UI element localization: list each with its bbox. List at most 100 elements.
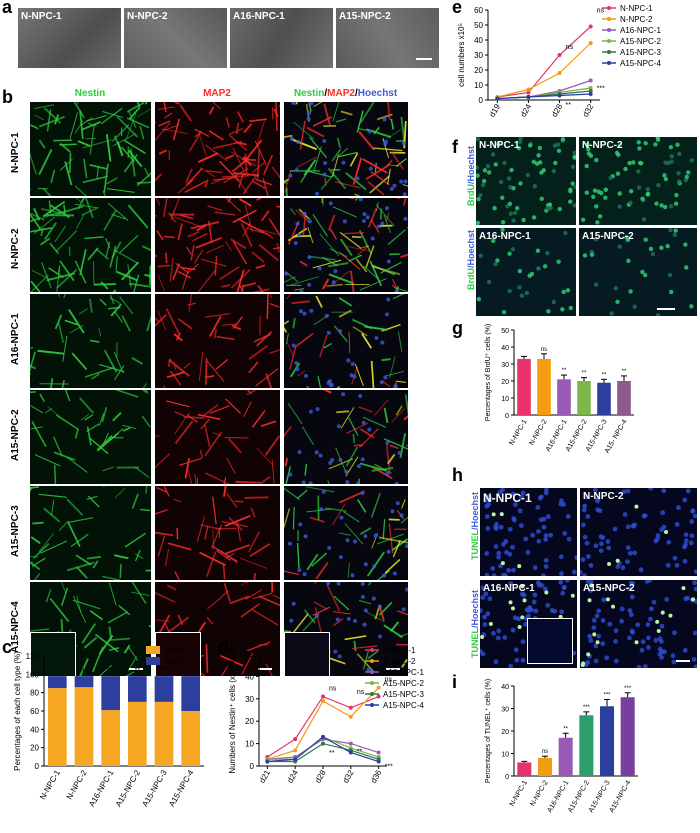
data-point bbox=[293, 757, 298, 762]
neurite bbox=[230, 238, 247, 250]
neurite bbox=[38, 148, 53, 176]
cell-texture bbox=[580, 488, 697, 576]
neurite bbox=[312, 259, 342, 269]
neurite bbox=[164, 252, 168, 264]
neurite bbox=[359, 462, 387, 472]
neurite bbox=[349, 152, 359, 167]
stacked-bar-segment bbox=[181, 676, 200, 711]
nucleus bbox=[293, 240, 298, 245]
legend-marker bbox=[607, 50, 611, 54]
significance-label: *** bbox=[107, 667, 115, 674]
nucleus-dot bbox=[661, 488, 667, 494]
neurite bbox=[284, 134, 293, 138]
neurite bbox=[114, 249, 139, 264]
nucleus-dot bbox=[629, 628, 635, 634]
cell-dot bbox=[628, 200, 633, 205]
neurite bbox=[348, 198, 354, 200]
data-point bbox=[588, 92, 593, 96]
neurite bbox=[49, 242, 60, 255]
nucleus-dot bbox=[588, 580, 594, 585]
nucleus-dot bbox=[493, 526, 499, 531]
neurite bbox=[45, 589, 52, 603]
cell-dot bbox=[637, 146, 642, 151]
neurite bbox=[232, 172, 260, 177]
nucleus bbox=[361, 420, 366, 425]
brdu-image-a16-npc-1: A16-NPC-1 bbox=[476, 228, 576, 316]
cell-dot bbox=[492, 205, 497, 211]
fluorescence-texture bbox=[155, 390, 280, 484]
nucleus bbox=[371, 596, 376, 601]
neurite bbox=[258, 243, 279, 262]
image-label: N-NPC-2 bbox=[582, 140, 623, 151]
neurite bbox=[331, 148, 342, 162]
cell-dot bbox=[636, 169, 641, 174]
nucleus-dot bbox=[523, 536, 529, 542]
cell-dot bbox=[498, 179, 504, 185]
nucleus-dot bbox=[693, 569, 697, 575]
neurite bbox=[269, 302, 280, 308]
cell-dot bbox=[640, 269, 645, 275]
neurite bbox=[137, 108, 151, 118]
neurite bbox=[102, 428, 124, 446]
neurite bbox=[400, 516, 408, 524]
nucleus-dot bbox=[655, 533, 661, 538]
neurite bbox=[397, 610, 408, 616]
neurite bbox=[373, 147, 403, 152]
neurite bbox=[223, 582, 231, 602]
neurite bbox=[315, 295, 323, 308]
nucleus bbox=[401, 141, 406, 146]
neurite bbox=[406, 227, 408, 229]
cell-dot bbox=[490, 152, 496, 157]
neurite bbox=[220, 666, 229, 676]
nucleus-dot bbox=[597, 508, 603, 514]
nucleus bbox=[385, 440, 390, 445]
neurite bbox=[352, 433, 356, 444]
cell-dot bbox=[531, 215, 537, 220]
cell-dot bbox=[662, 173, 667, 178]
nucleus-dot bbox=[647, 616, 653, 622]
legend-label: N-NPC-1 bbox=[383, 646, 416, 655]
neurite bbox=[55, 414, 80, 431]
neurite bbox=[249, 118, 267, 123]
cell-dot bbox=[561, 289, 566, 295]
neurite bbox=[207, 596, 223, 610]
neurite bbox=[371, 466, 393, 480]
neurite bbox=[116, 141, 124, 157]
neurite bbox=[364, 325, 388, 331]
neurite bbox=[119, 296, 134, 315]
neurite bbox=[87, 247, 99, 261]
significance-label: *** bbox=[187, 667, 195, 674]
neurite bbox=[60, 587, 69, 606]
neurite bbox=[391, 538, 408, 551]
data-point bbox=[588, 89, 593, 93]
neurite bbox=[115, 270, 138, 282]
neurite bbox=[225, 198, 242, 213]
neurite bbox=[361, 333, 373, 349]
neurite bbox=[83, 636, 98, 649]
nucleus-dot bbox=[595, 498, 600, 504]
nucleus-dot bbox=[539, 583, 545, 588]
nucleus-dot bbox=[691, 657, 697, 662]
cell-dot bbox=[626, 258, 631, 264]
nucleus bbox=[366, 667, 371, 672]
nucleus-dot bbox=[685, 488, 691, 494]
neurite bbox=[348, 332, 351, 354]
nucleus bbox=[336, 582, 341, 586]
neurite bbox=[256, 331, 273, 347]
neurite bbox=[286, 294, 291, 300]
neurite bbox=[323, 342, 333, 349]
neurite bbox=[79, 397, 94, 414]
nucleus-dot bbox=[641, 513, 647, 519]
nucleus bbox=[379, 380, 384, 385]
neurite bbox=[131, 357, 144, 365]
nucleus-dot bbox=[503, 573, 508, 576]
neurite bbox=[100, 281, 109, 290]
nucleus-dot bbox=[638, 567, 644, 573]
significance-label: ns bbox=[80, 667, 88, 674]
neurite bbox=[403, 415, 408, 421]
cell-dot bbox=[521, 217, 526, 223]
y-tick-label: 120 bbox=[26, 652, 40, 661]
neurite bbox=[206, 244, 224, 254]
cell-dot bbox=[631, 160, 636, 165]
neurite bbox=[319, 233, 340, 257]
